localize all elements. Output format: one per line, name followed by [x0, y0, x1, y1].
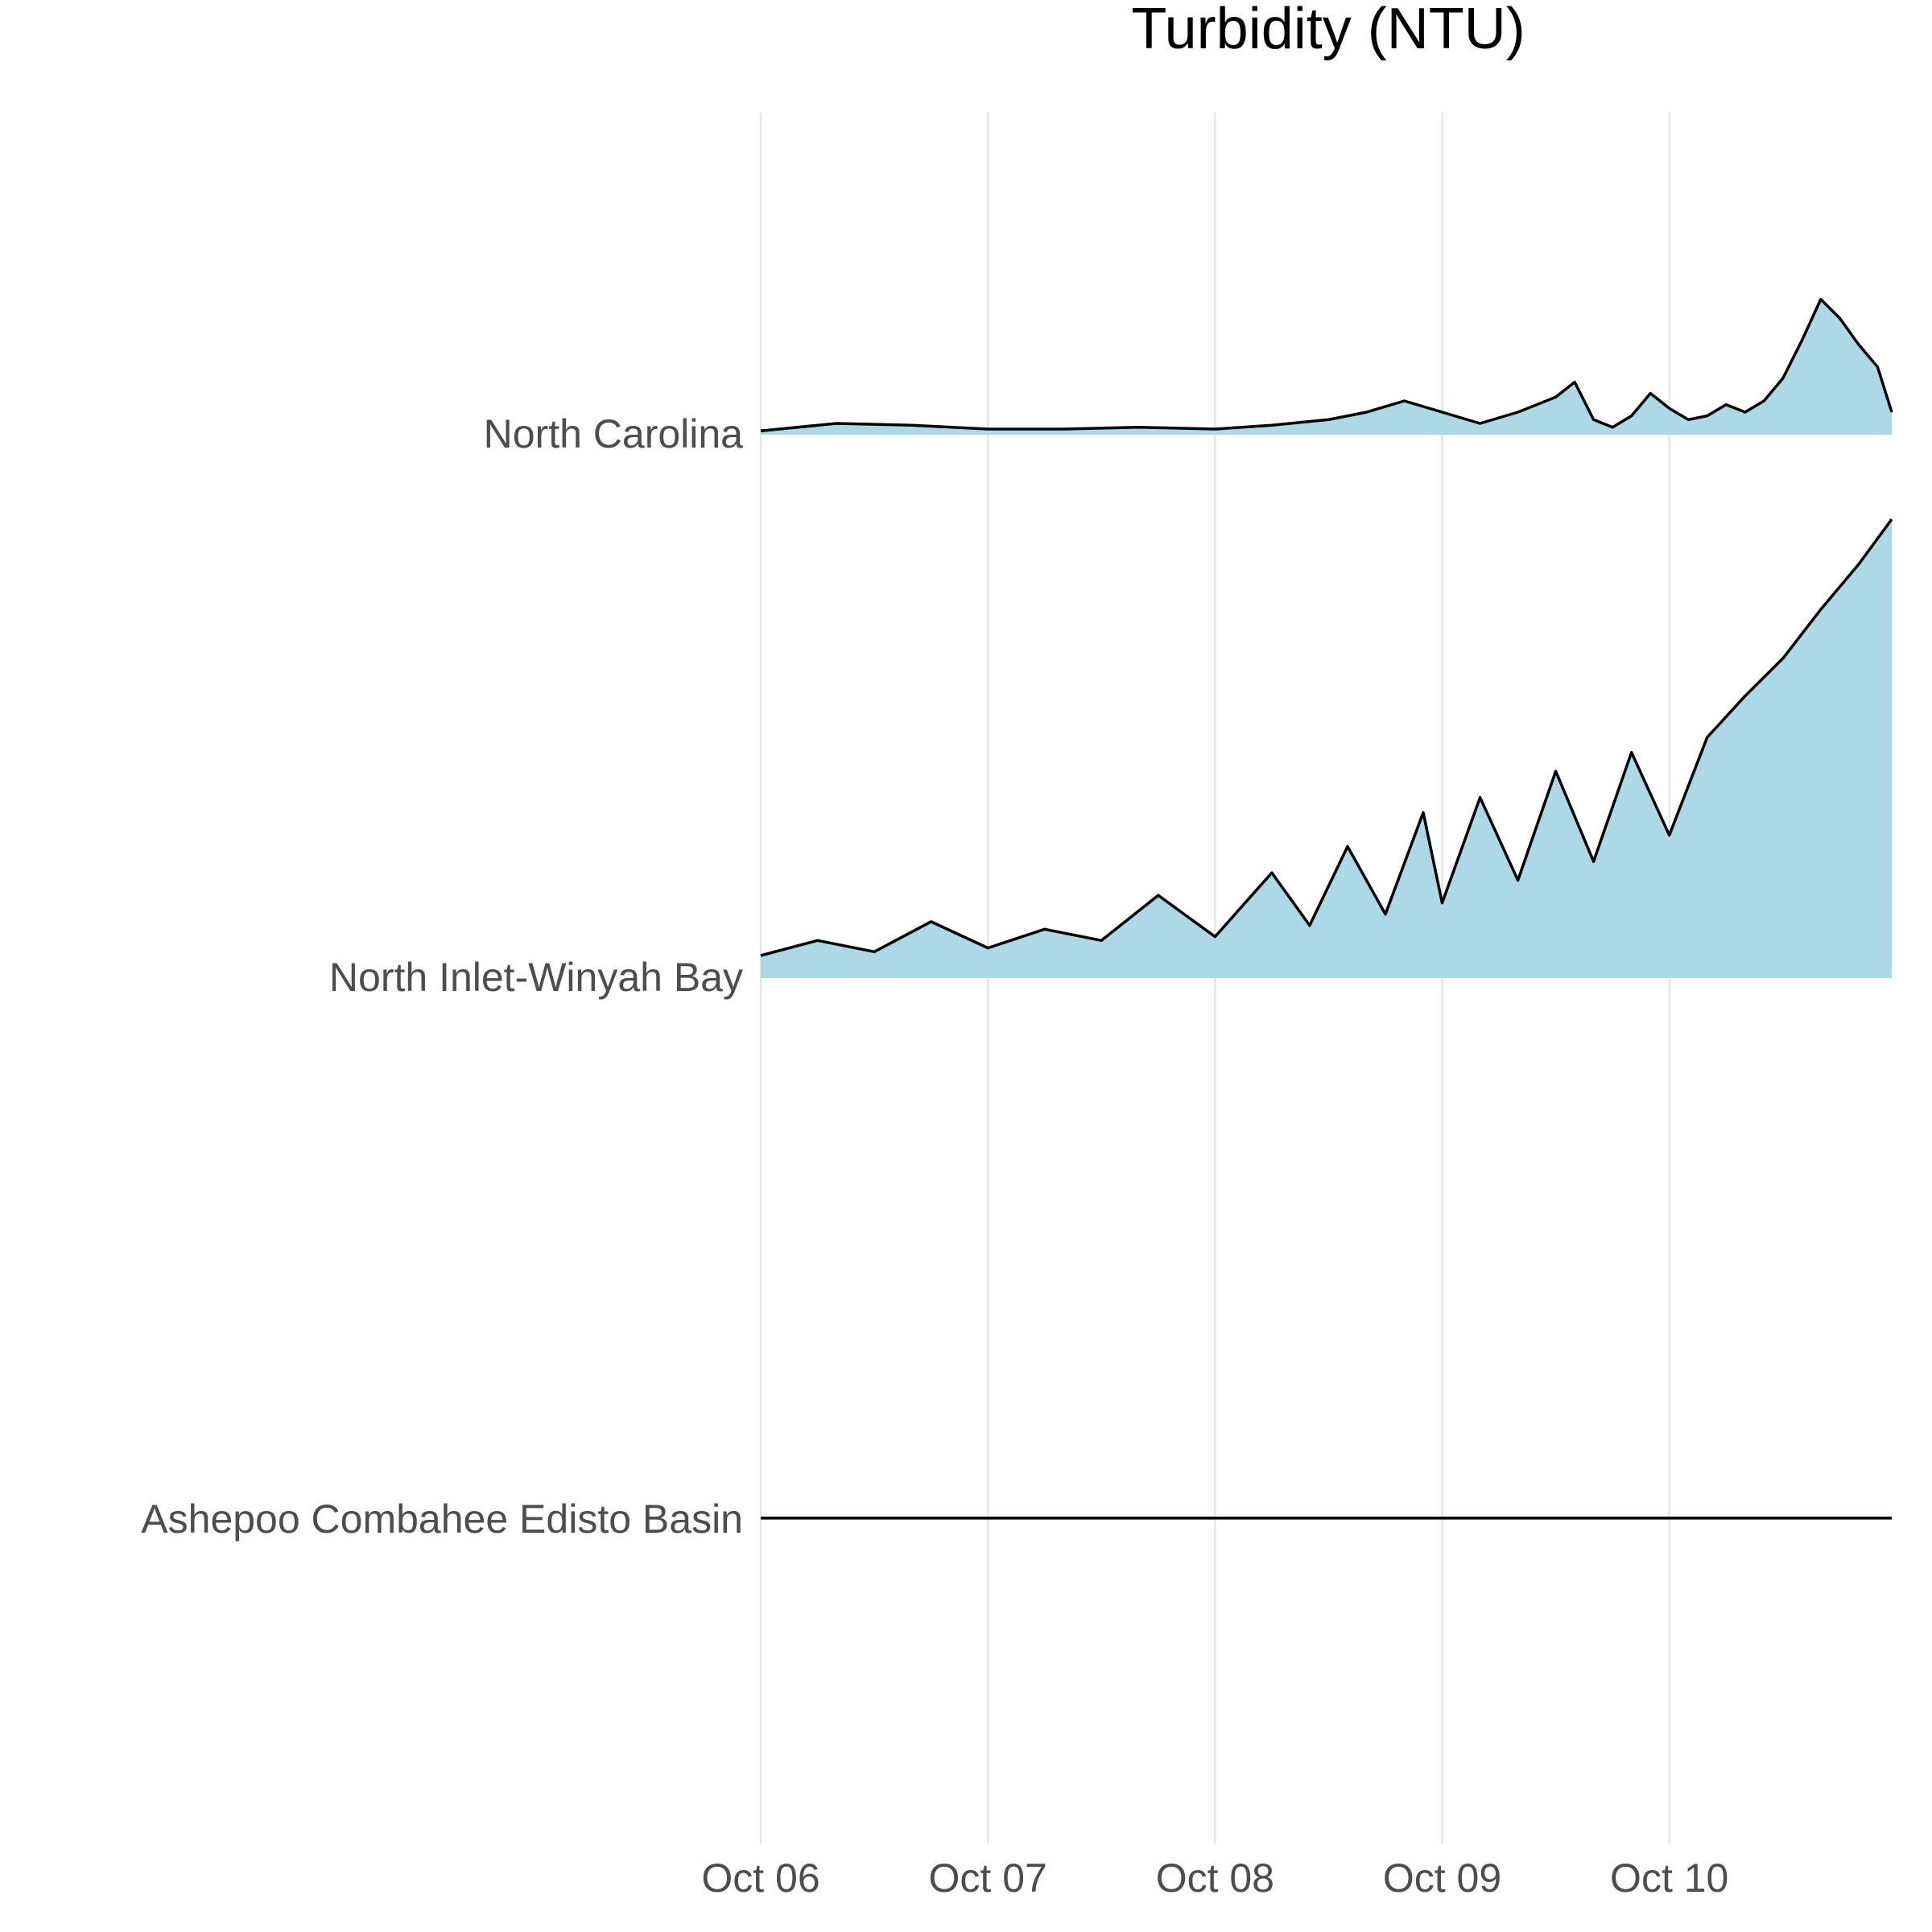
- x-tick-label-oct-08: Oct 08: [1156, 1856, 1274, 1901]
- x-axis-ticks: Oct 06 Oct 07 Oct 08 Oct 09 Oct 10: [701, 1856, 1728, 1901]
- ridges: [760, 298, 1893, 1520]
- chart-title: Turbidity (NTU): [1131, 0, 1525, 61]
- ridge-area-north-inlet-winyah-bay: [761, 519, 1892, 978]
- x-tick-label-oct-10: Oct 10: [1610, 1856, 1728, 1901]
- x-tick-label-oct-06: Oct 06: [701, 1856, 819, 1901]
- series-label-north-carolina: North Carolina: [484, 411, 744, 456]
- ridge-line-north-carolina: [760, 298, 1893, 433]
- series-label-north-inlet-winyah-bay: North Inlet-Winyah Bay: [329, 955, 743, 1000]
- series-label-ashepoo-combahee-edisto-basin: Ashepoo Combahee Edisto Basin: [141, 1496, 743, 1542]
- x-tick-label-oct-09: Oct 09: [1383, 1856, 1501, 1901]
- ridge-area-north-carolina: [761, 299, 1892, 435]
- ridge-line-north-inlet-winyah-bay: [760, 518, 1893, 957]
- x-tick-label-oct-07: Oct 07: [929, 1856, 1047, 1901]
- series-labels: North Carolina North Inlet-Winyah Bay Ashe…: [141, 411, 743, 1542]
